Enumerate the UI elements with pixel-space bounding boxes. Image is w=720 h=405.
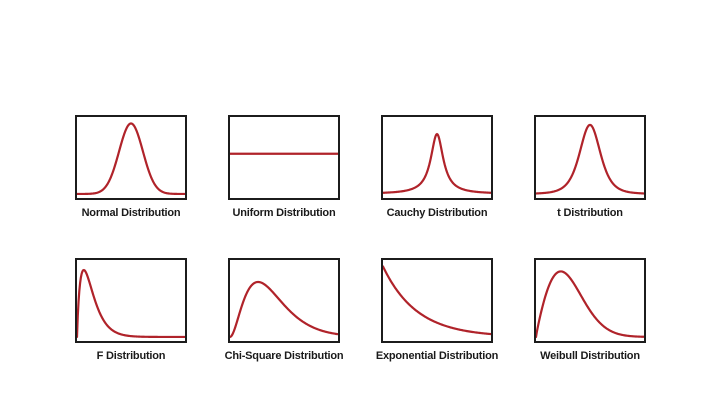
plot-label-uniform: Uniform Distribution	[232, 207, 336, 219]
cauchy-curve	[383, 117, 491, 198]
chi-square-curve	[230, 260, 338, 341]
plot-label-weibull: Weibull Distribution	[540, 350, 640, 362]
uniform-curve	[230, 117, 338, 198]
distribution-row-2: F Distribution Chi-Square Distribution E…	[75, 258, 646, 362]
plot-box-weibull-distribution	[534, 258, 646, 343]
weibull-curve	[536, 260, 644, 341]
panel-cauchy-distribution: Cauchy Distribution	[381, 115, 493, 219]
panel-exponential-distribution: Exponential Distribution	[376, 258, 498, 362]
plot-label-chi-square: Chi-Square Distribution	[224, 350, 344, 362]
plot-box-t-distribution	[534, 115, 646, 200]
plot-label-f: F Distribution	[96, 350, 166, 362]
panel-normal-distribution: Normal Distribution	[75, 115, 187, 219]
exponential-curve	[383, 260, 491, 341]
plot-box-f-distribution	[75, 258, 187, 343]
plot-label-cauchy: Cauchy Distribution	[386, 207, 488, 219]
panel-f-distribution: F Distribution	[75, 258, 187, 362]
panel-weibull-distribution: Weibull Distribution	[534, 258, 646, 362]
plot-label-t: t Distribution	[557, 207, 623, 219]
panel-t-distribution: t Distribution	[534, 115, 646, 219]
plot-box-chi-square-distribution	[228, 258, 340, 343]
f-curve	[77, 260, 185, 341]
distribution-row-1: Normal Distribution Uniform Distribution…	[75, 115, 646, 219]
normal-curve	[77, 117, 185, 198]
panel-chi-square-distribution: Chi-Square Distribution	[225, 258, 344, 362]
t-curve	[536, 117, 644, 198]
plot-box-uniform-distribution	[228, 115, 340, 200]
plot-label-exponential: Exponential Distribution	[375, 350, 499, 362]
panel-uniform-distribution: Uniform Distribution	[228, 115, 340, 219]
plot-box-normal-distribution	[75, 115, 187, 200]
plot-box-exponential-distribution	[381, 258, 493, 343]
plot-label-normal: Normal Distribution	[81, 207, 181, 219]
plot-box-cauchy-distribution	[381, 115, 493, 200]
